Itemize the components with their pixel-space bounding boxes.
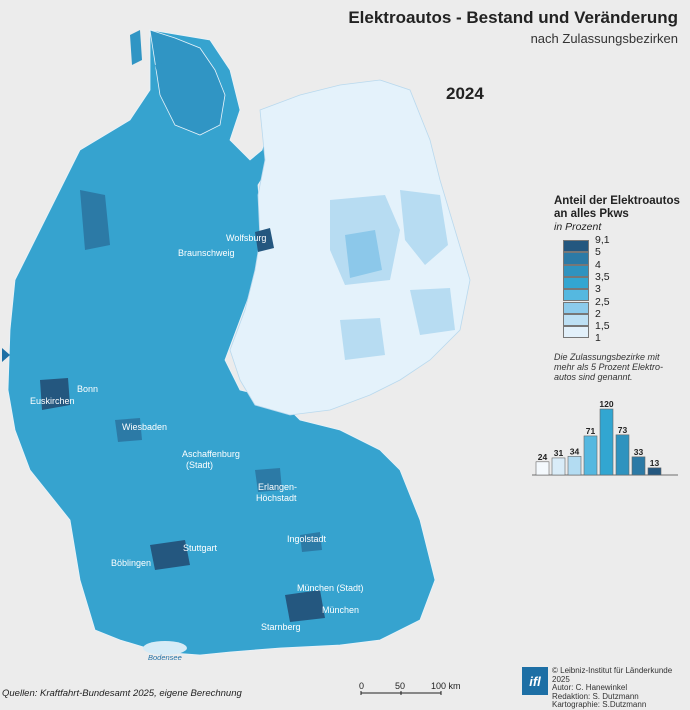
histogram-value-label: 120 — [599, 399, 613, 409]
legend-note: Die Zulassungsbezirke mit mehr als 5 Pro… — [554, 352, 664, 382]
city-starnberg: Starnberg — [261, 622, 301, 632]
credit-line: Kartographie: S.Dutzmann — [552, 700, 647, 710]
histogram-value-label: 31 — [554, 448, 564, 458]
histogram-bar — [599, 408, 614, 476]
class-histogram: 24 31 34 71 120 73 33 13 — [532, 399, 678, 476]
credit-line: © Leibniz-Institut für Länderkunde 2025 — [552, 666, 673, 684]
legend-label: 1 — [595, 332, 601, 345]
city-hoechstadt: Höchstadt — [256, 493, 297, 503]
bodensee-lake — [143, 641, 187, 655]
histogram-bar — [535, 461, 550, 476]
legend-swatch — [563, 240, 589, 253]
district-wiesbaden — [115, 418, 142, 442]
city-stuttgart: Stuttgart — [183, 543, 218, 553]
district-wolfsburg — [255, 228, 274, 252]
legend-label: 3,5 — [595, 270, 610, 283]
east-patch-2 — [345, 230, 382, 278]
district-bonn-euskirchen — [40, 378, 70, 410]
scale-label-100: 100 km — [431, 681, 461, 691]
legend-swatch — [563, 276, 589, 290]
histogram-value-label: 71 — [586, 426, 596, 436]
histogram-bar — [647, 467, 662, 476]
scale-label-50: 50 — [395, 681, 405, 691]
scale-bar: 0 50 100 km — [359, 681, 461, 695]
district-ingolstadt — [300, 532, 322, 552]
district-muenchen — [285, 590, 325, 622]
legend-label: 9,1 — [595, 234, 610, 246]
city-euskirchen: Euskirchen — [30, 396, 75, 406]
city-aschaffenburg: Aschaffenburg — [182, 449, 240, 459]
histogram-value-label: 13 — [650, 458, 660, 468]
legend-swatch — [563, 264, 589, 277]
legend-label: 3 — [595, 283, 601, 296]
legend-swatch — [563, 289, 589, 302]
legend-label: 2,5 — [595, 295, 610, 308]
city-ingolstadt: Ingolstadt — [287, 534, 327, 544]
map-svg: Bodensee Wolfsburg Braunschweig Bonn Eus… — [2, 29, 471, 662]
map-subtitle: nach Zulassungsbezirken — [530, 31, 678, 46]
district-nw — [80, 190, 110, 250]
city-wolfsburg: Wolfsburg — [226, 233, 266, 243]
histogram-bar — [567, 455, 582, 476]
legend-label: 4 — [595, 258, 601, 271]
legend-swatch — [563, 326, 589, 339]
histogram-bar — [631, 456, 646, 476]
city-bonn: Bonn — [77, 384, 98, 394]
north-region — [149, 29, 226, 136]
district-stuttgart — [150, 540, 190, 570]
legend-swatch — [563, 301, 589, 314]
islands — [130, 30, 168, 75]
map-title: Elektroautos - Bestand und Veränderung — [348, 8, 678, 27]
histogram-value-label: 34 — [570, 446, 580, 456]
city-muenchen-stadt: München (Stadt) — [297, 583, 364, 593]
east-patch-3 — [400, 190, 448, 265]
legend-swatch — [563, 252, 589, 265]
legend-unit: in Prozent — [554, 221, 602, 233]
east-patch-4 — [340, 318, 385, 360]
legend-label: 2 — [595, 307, 601, 320]
edge-marker — [2, 348, 10, 362]
city-muenchen: München — [322, 605, 359, 615]
histogram-bar — [583, 435, 598, 476]
district-erlangen — [255, 468, 282, 492]
source-note: Quellen: Kraftfahrt-Bundesamt 2025, eige… — [2, 688, 242, 699]
histogram-value-label: 33 — [634, 447, 644, 457]
legend-label: 5 — [595, 246, 601, 259]
credit-line: Redaktion: S. Dutzmann — [552, 691, 639, 701]
map-year: 2024 — [446, 84, 484, 103]
legend-title: Anteil der Elektroautos an alles Pkws — [554, 195, 680, 220]
credit-line: Autor: C. Hanewinkel — [552, 683, 628, 693]
histogram-value-label: 24 — [538, 452, 548, 462]
city-boeblingen: Böblingen — [111, 558, 151, 568]
legend-swatch — [563, 313, 589, 327]
bodensee-label: Bodensee — [148, 653, 182, 662]
ifl-logo: ifl — [522, 667, 548, 695]
city-braunschweig: Braunschweig — [178, 248, 235, 258]
city-wiesbaden: Wiesbaden — [122, 422, 167, 432]
city-erlangen: Erlangen- — [258, 482, 297, 492]
scale-label-0: 0 — [359, 681, 364, 691]
histogram-value-label: 73 — [618, 425, 628, 435]
histogram-bar — [551, 457, 566, 476]
histogram-bar — [615, 434, 630, 476]
legend-label: 1,5 — [595, 320, 610, 333]
germany-map[interactable]: Bodensee Wolfsburg Braunschweig Bonn Eus… — [0, 0, 520, 704]
city-aschaffenburg-stadt: (Stadt) — [186, 460, 213, 470]
east-patch-5 — [410, 288, 455, 335]
